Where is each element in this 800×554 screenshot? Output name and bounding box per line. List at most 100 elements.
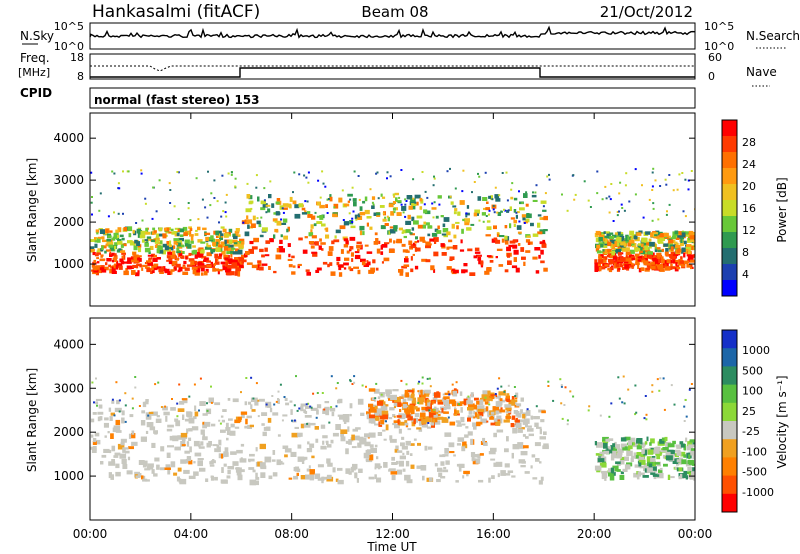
power-cell — [623, 261, 630, 264]
power-cell — [319, 196, 322, 199]
power-cell — [546, 175, 549, 178]
velocity-cell — [680, 443, 685, 448]
power-cell — [509, 240, 516, 244]
power-cell — [647, 254, 653, 259]
power-cell — [152, 257, 158, 262]
velocity-cell — [315, 416, 318, 419]
power-cell — [168, 182, 171, 185]
velocity-cell — [512, 427, 518, 434]
power-cell — [288, 264, 293, 268]
velocity-cell — [484, 390, 491, 395]
velocity-cell — [197, 460, 203, 467]
power-cell — [474, 209, 480, 214]
power-colorbar-segment — [722, 136, 737, 153]
velocity-cell — [528, 433, 534, 437]
power-cell — [146, 268, 152, 273]
power-cell — [667, 236, 671, 239]
power-cell — [504, 225, 508, 229]
power-cell — [216, 200, 219, 203]
power-cell — [256, 264, 260, 268]
velocity-cell — [131, 433, 136, 439]
velocity-cell — [637, 454, 645, 461]
power-cell — [184, 267, 190, 271]
power-cell — [432, 216, 435, 219]
velocity-cell — [492, 406, 500, 412]
velocity-cell — [495, 461, 503, 467]
velocity-cell — [155, 418, 162, 423]
velocity-cell — [608, 471, 612, 477]
velocity-cell — [259, 462, 266, 468]
power-cell — [623, 246, 627, 249]
velocity-cell — [357, 442, 362, 448]
velocity-cell — [245, 418, 248, 425]
cpid-text: normal (fast stereo) 153 — [94, 93, 260, 107]
power-cell — [417, 240, 420, 243]
power-cell — [520, 247, 525, 252]
power-cell — [168, 258, 173, 262]
velocity-cell — [462, 441, 467, 446]
velocity-cell — [349, 413, 352, 417]
power-cell — [234, 177, 237, 180]
velocity-cell — [448, 393, 451, 396]
velocity-cell — [369, 414, 375, 421]
velocity-cell — [248, 458, 255, 462]
power-cell — [498, 264, 504, 267]
power-cell — [265, 211, 268, 214]
power-cell — [473, 212, 478, 217]
power-cell — [641, 259, 646, 262]
velocity-cell — [140, 420, 146, 426]
velocity-cell — [681, 459, 687, 465]
power-cell — [493, 237, 498, 241]
power-cell — [96, 232, 99, 235]
power-cell — [173, 231, 178, 234]
power-cell — [246, 262, 253, 265]
velocity-cell — [227, 466, 235, 470]
power-cell — [144, 266, 150, 269]
power-cell — [390, 211, 395, 216]
velocity-cell — [111, 400, 115, 404]
power-cell — [112, 259, 114, 263]
velocity-cell — [650, 457, 656, 462]
velocity-cell — [113, 455, 119, 458]
power-cell — [678, 173, 681, 176]
power-cell — [532, 199, 538, 202]
power-cell — [271, 203, 275, 208]
velocity-cell — [618, 397, 621, 400]
velocity-cell — [634, 464, 640, 468]
power-cell — [273, 270, 277, 274]
velocity-cell — [374, 410, 380, 416]
velocity-cell — [356, 478, 359, 483]
power-cell — [235, 267, 241, 272]
velocity-cell — [309, 469, 315, 475]
velocity-cell — [345, 418, 350, 423]
power-cell — [218, 233, 224, 237]
power-cell — [127, 170, 130, 173]
power-cell — [294, 204, 300, 209]
power-cell — [672, 239, 676, 244]
velocity-cell — [248, 459, 251, 463]
velocity-cell — [273, 403, 276, 406]
velocity-cell — [101, 454, 107, 458]
power-cell — [206, 265, 212, 268]
velocity-cell — [363, 452, 370, 459]
velocity-cell — [496, 395, 501, 399]
power-cell — [156, 257, 161, 260]
power-cell — [628, 261, 632, 264]
velocity-cell — [375, 382, 378, 385]
power-cell — [146, 236, 152, 240]
power-cell — [94, 254, 99, 257]
power-cell — [123, 227, 128, 232]
velocity-cell — [460, 416, 465, 423]
power-cell — [609, 198, 612, 201]
velocity-cell — [165, 464, 171, 469]
power-cell — [452, 205, 457, 208]
power-cell — [154, 239, 159, 244]
velocity-cell — [371, 397, 375, 401]
power-cell — [674, 267, 679, 272]
power-cell — [298, 173, 301, 176]
power-cell — [90, 239, 95, 242]
power-cell — [225, 262, 229, 267]
velocity-cell — [366, 449, 371, 455]
velocity-cell — [539, 461, 542, 464]
velocity-cell — [340, 433, 345, 437]
